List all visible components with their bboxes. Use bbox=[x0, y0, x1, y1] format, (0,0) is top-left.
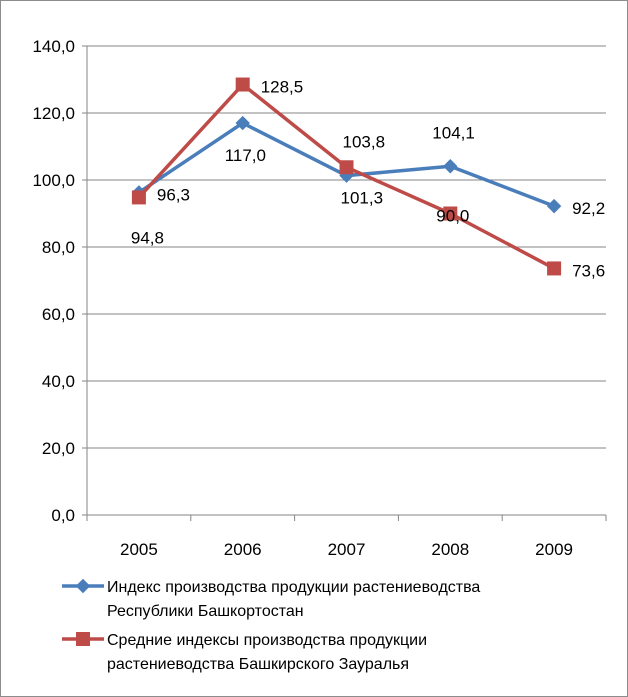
data-point-square bbox=[131, 190, 146, 205]
x-tick-label: 2006 bbox=[224, 540, 262, 559]
data-point-diamond bbox=[235, 115, 250, 131]
y-tick-label: 80,0 bbox=[42, 238, 75, 257]
legend-label: Средние индексы производства продукции bbox=[107, 632, 427, 649]
data-label: 101,3 bbox=[341, 189, 384, 208]
y-tick-label: 120,0 bbox=[32, 104, 75, 123]
data-label: 104,1 bbox=[432, 123, 475, 142]
x-tick-label: 2008 bbox=[431, 540, 469, 559]
gridlines bbox=[87, 45, 606, 449]
data-label: 92,2 bbox=[572, 199, 605, 218]
data-label: 117,0 bbox=[225, 146, 266, 165]
data-point-square bbox=[443, 206, 458, 221]
y-tick-label: 0,0 bbox=[51, 506, 75, 525]
legend-label: Индекс производства продукции растениево… bbox=[107, 579, 480, 596]
data-label: 103,8 bbox=[343, 132, 386, 151]
y-tick-label: 140,0 bbox=[32, 37, 75, 56]
legend-label: Республики Башкортостан bbox=[107, 603, 304, 620]
x-tick-label: 2007 bbox=[328, 540, 366, 559]
legend-marker bbox=[76, 632, 90, 646]
data-label: 73,6 bbox=[572, 261, 605, 280]
data-label: 94,8 bbox=[131, 228, 164, 247]
data-label: 128,5 bbox=[261, 78, 304, 97]
y-axis-ticks: 0,0 20,0 40,0 60,0 80,0 100,0 120,0 140,0 bbox=[32, 37, 75, 525]
x-tick-label: 2005 bbox=[120, 540, 158, 559]
data-point-diamond bbox=[546, 198, 562, 214]
data-label: 96,3 bbox=[157, 185, 190, 204]
data-point-square bbox=[339, 160, 354, 175]
x-tick-label: 2009 bbox=[535, 540, 573, 559]
legend: Индекс производства продукции растениево… bbox=[62, 578, 480, 673]
data-label: 90,0 bbox=[436, 207, 469, 226]
y-tick-label: 60,0 bbox=[42, 305, 75, 324]
series-layer bbox=[131, 77, 562, 276]
legend-label: растениеводства Башкирского Зауралья bbox=[107, 656, 409, 673]
data-point-diamond bbox=[443, 159, 458, 174]
y-tick-label: 100,0 bbox=[32, 171, 75, 190]
legend-marker bbox=[75, 578, 91, 594]
x-axis-ticks: 2005 2006 2007 2008 2009 bbox=[120, 540, 573, 559]
y-tick-label: 20,0 bbox=[42, 439, 75, 458]
y-tick-label: 40,0 bbox=[42, 372, 75, 391]
axes bbox=[82, 45, 607, 521]
data-point-square bbox=[235, 77, 250, 92]
data-labels: 96,3 117,0 101,3 104,1 92,2 94,8 128,5 103,8 90,… bbox=[131, 78, 605, 281]
data-point-square bbox=[547, 261, 562, 276]
